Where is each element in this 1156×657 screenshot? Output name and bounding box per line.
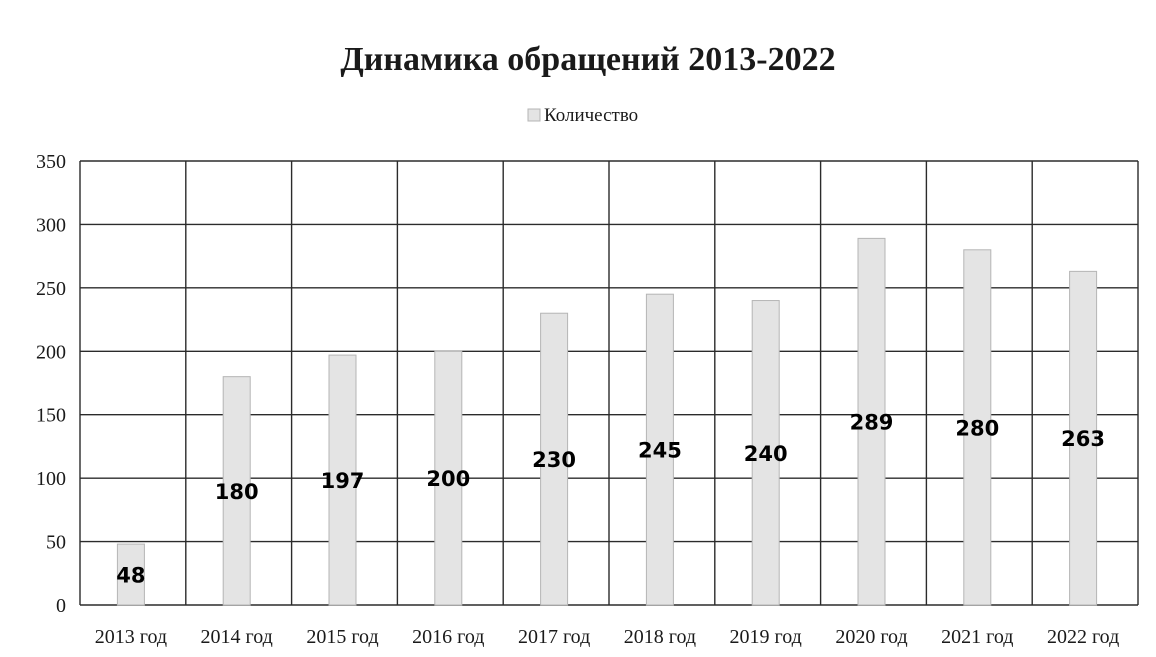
x-tick-label: 2017 год xyxy=(518,626,590,648)
y-tick-label: 300 xyxy=(36,214,66,236)
x-tick-label: 2021 год xyxy=(941,626,1013,648)
y-tick-label: 50 xyxy=(46,532,66,554)
bar-2016-год xyxy=(434,350,463,606)
legend-swatch xyxy=(527,108,541,122)
y-tick-label: 200 xyxy=(36,341,66,363)
data-label: 197 xyxy=(321,469,365,493)
legend: Количество xyxy=(527,105,638,126)
x-axis-ticks: 2013 год 2014 год 2015 год 2016 год 2017 год… xyxy=(95,626,1120,648)
data-label: 180 xyxy=(215,480,259,504)
y-axis-ticks: 0 50 100 150 200 250 300 350 xyxy=(36,151,66,617)
x-tick-label: 2019 год xyxy=(730,626,802,648)
data-label: 289 xyxy=(850,411,894,435)
bar-2014-год xyxy=(222,376,251,606)
bar-2013-год xyxy=(116,543,145,606)
legend-label: Количество xyxy=(544,105,638,126)
y-tick-label: 0 xyxy=(56,595,66,617)
data-label: 230 xyxy=(532,448,576,472)
grid xyxy=(79,160,1139,606)
y-tick-label: 100 xyxy=(36,468,66,490)
data-label: 280 xyxy=(955,416,999,440)
y-tick-label: 250 xyxy=(36,278,66,300)
x-tick-label: 2013 год xyxy=(95,626,167,648)
data-label: 245 xyxy=(638,439,682,463)
bar-2017-год xyxy=(540,312,569,606)
chart-title: Динамика обращений 2013-2022 xyxy=(340,41,835,78)
y-tick-label: 150 xyxy=(36,405,66,427)
data-label: 263 xyxy=(1061,427,1105,451)
x-tick-label: 2022 год xyxy=(1047,626,1119,648)
x-tick-label: 2016 год xyxy=(412,626,484,648)
x-tick-label: 2014 год xyxy=(201,626,273,648)
data-label: 200 xyxy=(426,467,470,491)
x-tick-label: 2015 год xyxy=(306,626,378,648)
bar-2021-год xyxy=(963,249,992,606)
bar-2019-год xyxy=(751,300,780,606)
bar-2015-год xyxy=(328,354,357,606)
bars xyxy=(116,237,1098,606)
y-tick-label: 350 xyxy=(36,151,66,173)
x-tick-label: 2020 год xyxy=(835,626,907,648)
bar-2018-год xyxy=(645,293,674,606)
data-label: 48 xyxy=(116,564,145,588)
bar-2022-год xyxy=(1069,270,1098,606)
data-label: 240 xyxy=(744,442,788,466)
data-labels: 48 180 197 200 230 245 240 289 280 263 xyxy=(116,411,1105,588)
bar-2020-год xyxy=(857,237,886,606)
x-tick-label: 2018 год xyxy=(624,626,696,648)
